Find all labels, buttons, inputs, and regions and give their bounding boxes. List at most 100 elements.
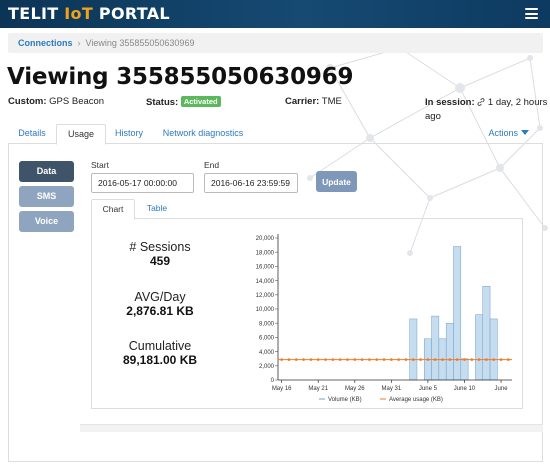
x-tick-label: June 5 [419, 386, 438, 392]
tab-network-diagnostics[interactable]: Network diagnostics [162, 128, 244, 138]
usage-panel [8, 144, 543, 462]
average-usage-point [375, 358, 379, 361]
y-tick-label: 16,000 [256, 265, 275, 271]
sessions-label: # Sessions [129, 240, 191, 254]
chart-container [91, 219, 523, 409]
link-icon [477, 98, 485, 106]
actions-dropdown[interactable]: Actions [488, 124, 529, 143]
custom-field: Custom: GPS Beacon [8, 96, 105, 107]
average-usage-point [360, 358, 364, 361]
update-button[interactable]: Update [316, 171, 357, 192]
avg-day-value: 2,876.81 KB [126, 304, 194, 318]
end-date-input[interactable] [204, 173, 298, 193]
hamburger-menu-icon[interactable] [525, 8, 538, 19]
x-tick-label: May 16 [272, 386, 292, 392]
tab-table[interactable]: Table [146, 203, 168, 213]
average-usage-point [368, 358, 371, 361]
voice-button[interactable]: Voice [19, 211, 74, 232]
tab-details[interactable]: Details [18, 128, 46, 138]
average-usage-point [404, 358, 408, 361]
data-button[interactable]: Data [19, 161, 74, 182]
x-tick-label: June [495, 386, 509, 392]
volume-bar [460, 358, 469, 381]
caret-down-icon [521, 130, 529, 135]
average-usage-point [280, 358, 283, 361]
average-usage-point [426, 358, 430, 361]
x-tick-label: June 10 [454, 386, 476, 392]
average-usage-point [338, 358, 342, 361]
average-usage-point [419, 358, 422, 361]
tab-usage[interactable]: Usage [56, 124, 106, 145]
chart-table-tabs: Chart Table [91, 199, 523, 220]
average-usage-point [353, 358, 357, 361]
breadcrumb-connections-link[interactable]: Connections [18, 38, 73, 48]
average-usage-point [492, 358, 496, 361]
average-usage-point [382, 358, 386, 361]
volume-bar [475, 314, 483, 381]
status-badge: Activated [180, 96, 221, 107]
average-usage-point [455, 358, 459, 361]
average-usage-point [463, 358, 466, 361]
bottom-scrollbar [80, 424, 543, 432]
carrier-field: Carrier: TME [285, 96, 342, 107]
y-tick-label: 20,000 [256, 236, 275, 242]
main-tabs: Details Usage History Network diagnostic… [8, 124, 543, 145]
volume-bar [445, 322, 454, 381]
breadcrumb-separator: › [77, 38, 81, 48]
x-tick-label: May 26 [345, 386, 365, 392]
legend-average-label: Average usage (KB) [389, 397, 443, 403]
y-tick-label: 14,000 [256, 279, 275, 285]
average-usage-point [390, 358, 393, 361]
cumulative-label: Cumulative [128, 339, 192, 353]
avg-day-label: AVG/Day [134, 290, 186, 304]
average-usage-point [470, 358, 474, 361]
y-tick-label: 6,000 [259, 336, 275, 342]
y-tick-label: 12,000 [256, 293, 275, 299]
average-usage-point [331, 358, 335, 361]
average-usage-point [294, 358, 298, 361]
average-usage-point [346, 358, 349, 361]
sessions-stat: # Sessions 459 [100, 240, 220, 268]
portal-logo[interactable]: TELIT IoT PORTAL [8, 4, 170, 23]
average-usage-point [433, 358, 437, 361]
volume-bar [482, 286, 491, 381]
y-tick-label: 10,000 [256, 307, 275, 313]
start-date-input[interactable] [91, 173, 194, 193]
y-tick-label: 8,000 [259, 321, 275, 327]
volume-bar [489, 318, 498, 381]
sessions-value: 459 [149, 254, 171, 268]
volume-bar [409, 318, 418, 381]
average-usage-point [485, 358, 488, 361]
usage-chart: 0 2,000 4,000 6,000 8,000 10,000 12,000 14,000 1… [256, 234, 512, 403]
average-usage-point [441, 358, 444, 361]
cumulative-stat: Cumulative 89,181.00 KB [100, 339, 220, 367]
tab-chart[interactable]: Chart [91, 199, 135, 220]
legend-volume-label: Volume (KB) [328, 397, 362, 403]
end-label: End [204, 160, 220, 170]
x-tick-label: May 21 [308, 386, 328, 392]
session-field: In session: 1 day, 2 hours ago [425, 97, 548, 122]
tab-history[interactable]: History [114, 128, 143, 138]
top-navigation-bar: TELIT IoT PORTAL [0, 0, 550, 28]
average-usage-point [507, 358, 510, 361]
y-tick-label: 4,000 [259, 350, 275, 356]
volume-bar [431, 315, 440, 381]
avg-day-stat: AVG/Day 2,876.81 KB [100, 290, 220, 318]
x-tick-label: May 31 [382, 386, 402, 392]
start-label: Start [91, 160, 109, 170]
cumulative-value: 89,181.00 KB [122, 353, 198, 367]
status-field: Status: Activated [146, 96, 221, 108]
average-usage-point [309, 358, 313, 361]
average-usage-point [302, 358, 305, 361]
average-usage-point [411, 358, 415, 361]
y-tick-label: 2,000 [259, 364, 275, 370]
breadcrumb: Connections › Viewing 355855050630969 [8, 33, 543, 53]
y-tick-label: 18,000 [256, 250, 275, 256]
average-usage-point [287, 358, 291, 361]
breadcrumb-current: Viewing 355855050630969 [85, 38, 195, 48]
page-title: Viewing 355855050630969 [7, 64, 354, 90]
average-usage-point [316, 358, 320, 361]
average-usage-point [448, 358, 452, 361]
sms-button[interactable]: SMS [19, 186, 74, 207]
average-usage-point [499, 358, 503, 361]
